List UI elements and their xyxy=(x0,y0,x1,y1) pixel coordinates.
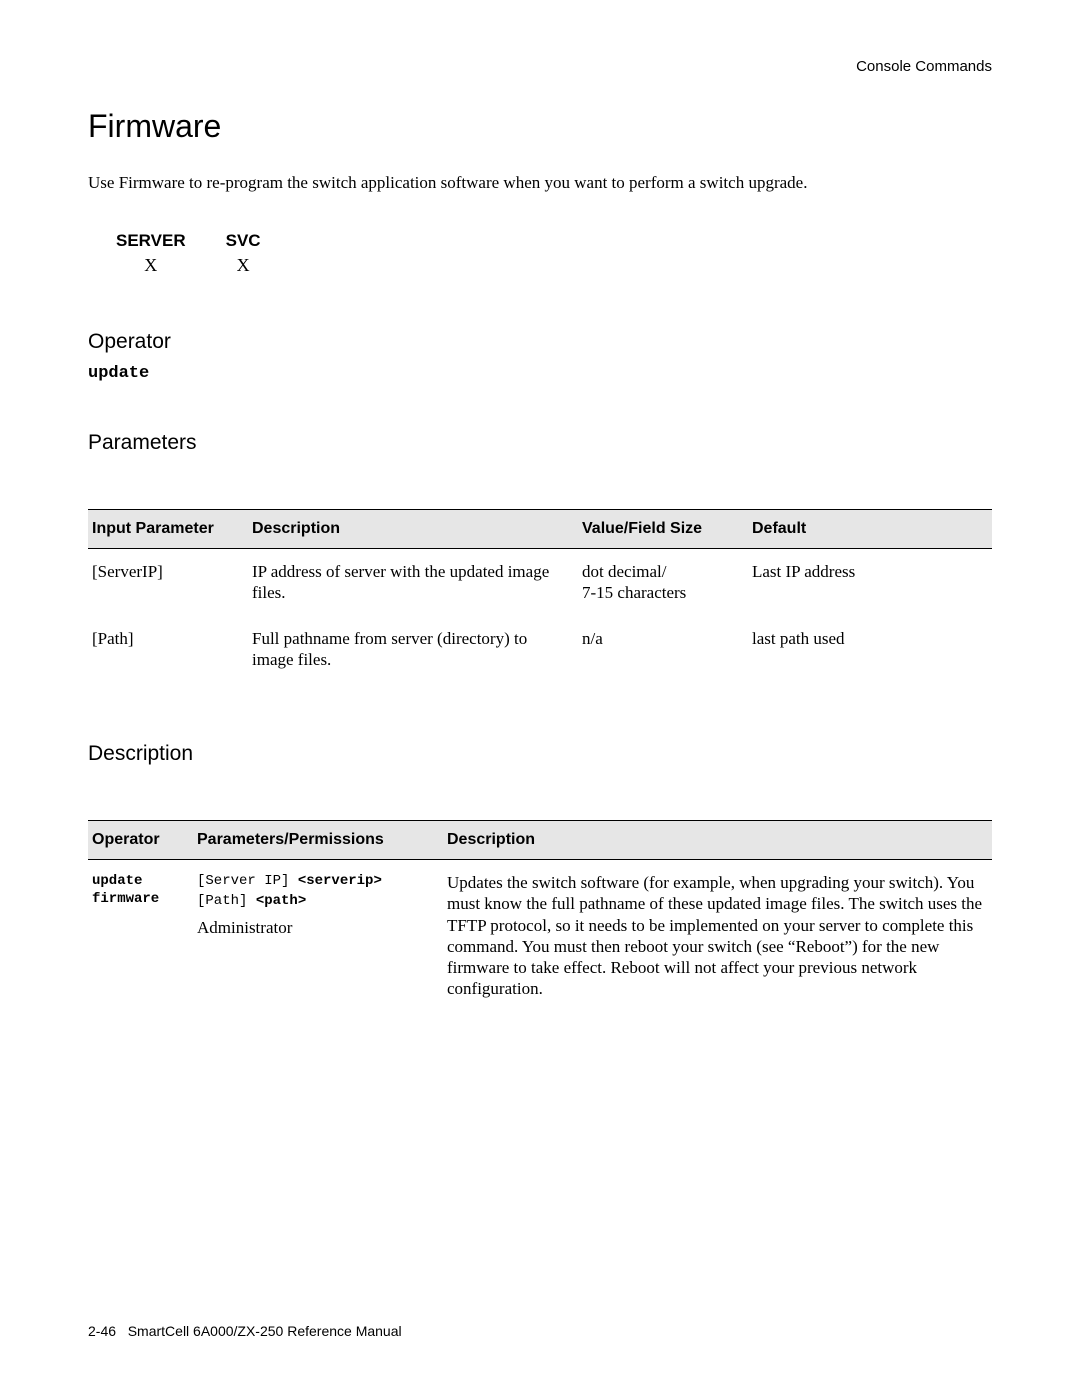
manual-title: SmartCell 6A000/ZX-250 Reference Manual xyxy=(128,1323,402,1339)
page-title: Firmware xyxy=(88,108,992,145)
availability-table: SERVER SVC X X xyxy=(96,229,281,278)
availability-col-server: SERVER xyxy=(96,229,206,253)
description-heading: Description xyxy=(88,742,992,766)
param-line-2: [Path] <path> xyxy=(197,892,435,912)
col-description: Description xyxy=(443,821,992,860)
col-description: Description xyxy=(248,510,578,549)
cell-operator: update firmware xyxy=(88,860,193,1012)
operator-command: update xyxy=(88,364,992,383)
page-footer: 2-46 SmartCell 6A000/ZX-250 Reference Ma… xyxy=(88,1323,402,1339)
operator-heading: Operator xyxy=(88,330,992,354)
col-params-permissions: Parameters/Permissions xyxy=(193,821,443,860)
page-number: 2-46 xyxy=(88,1323,116,1339)
running-header-right: Console Commands xyxy=(856,58,992,75)
availability-mark-svc: X xyxy=(206,253,281,278)
cell-default: last path used xyxy=(748,616,992,683)
table-row: update firmware [Server IP] <serverip> [… xyxy=(88,860,992,1012)
cell-param: [Path] xyxy=(88,616,248,683)
col-value-field-size: Value/Field Size xyxy=(578,510,748,549)
param-line-1: [Server IP] <serverip> xyxy=(197,872,435,892)
availability-col-svc: SVC xyxy=(206,229,281,253)
table-row: [Path] Full pathname from server (direct… xyxy=(88,616,992,683)
cell-default: Last IP address xyxy=(748,549,992,616)
parameters-table: Input Parameter Description Value/Field … xyxy=(88,509,992,682)
col-input-parameter: Input Parameter xyxy=(88,510,248,549)
cell-param: [ServerIP] xyxy=(88,549,248,616)
description-table: Operator Parameters/Permissions Descript… xyxy=(88,820,992,1012)
table-row: [ServerIP] IP address of server with the… xyxy=(88,549,992,616)
cell-params-permissions: [Server IP] <serverip> [Path] <path> Adm… xyxy=(193,860,443,1012)
cell-value: n/a xyxy=(578,616,748,683)
table-header-row: Operator Parameters/Permissions Descript… xyxy=(88,821,992,860)
permission-level: Administrator xyxy=(197,917,435,938)
operator-line-1: update xyxy=(92,873,142,889)
availability-mark-server: X xyxy=(96,253,206,278)
cell-value: dot decimal/ 7-15 characters xyxy=(578,549,748,616)
parameters-heading: Parameters xyxy=(88,431,992,455)
operator-line-2: firmware xyxy=(92,891,159,907)
intro-text: Use Firmware to re-program the switch ap… xyxy=(88,173,992,193)
cell-desc: IP address of server with the updated im… xyxy=(248,549,578,616)
table-header-row: Input Parameter Description Value/Field … xyxy=(88,510,992,549)
cell-description: Updates the switch software (for example… xyxy=(443,860,992,1012)
col-operator: Operator xyxy=(88,821,193,860)
col-default: Default xyxy=(748,510,992,549)
cell-desc: Full pathname from server (directory) to… xyxy=(248,616,578,683)
